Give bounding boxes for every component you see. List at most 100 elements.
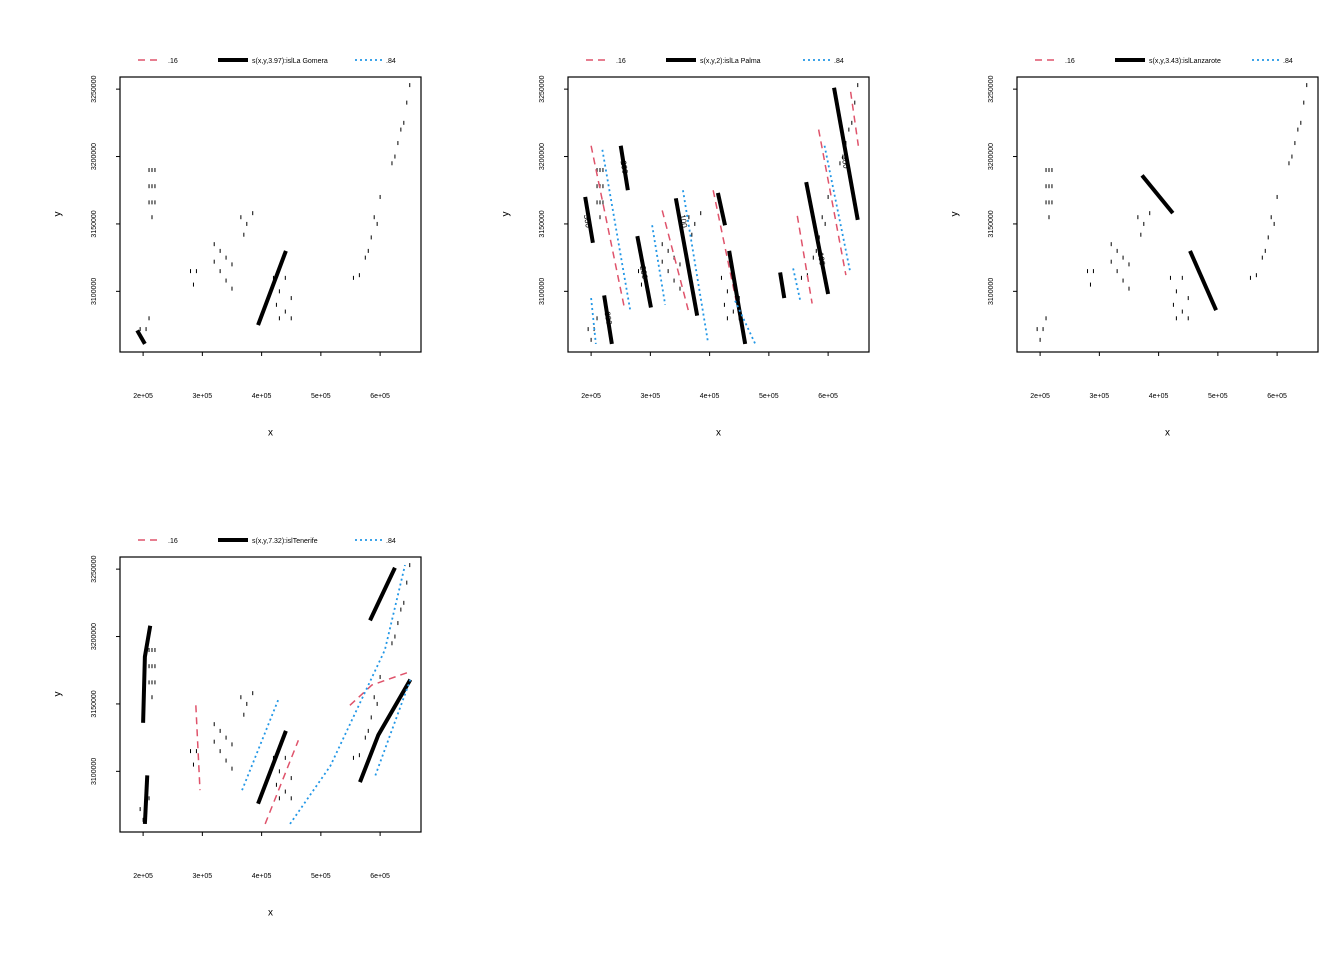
data-point xyxy=(851,120,853,125)
data-point xyxy=(1267,235,1269,240)
contour-line xyxy=(727,250,748,345)
data-point xyxy=(397,141,399,146)
data-point xyxy=(219,269,221,274)
data-point xyxy=(151,664,153,669)
plot-box xyxy=(119,76,422,353)
data-point xyxy=(190,749,192,754)
data-point xyxy=(827,194,829,199)
data-point xyxy=(195,269,197,274)
data-point xyxy=(409,83,411,88)
y-axis-label: y xyxy=(501,212,512,217)
data-point xyxy=(231,262,233,267)
data-point xyxy=(1048,184,1050,189)
data-point xyxy=(370,715,372,720)
contour-line xyxy=(1188,250,1218,312)
data-point xyxy=(1092,269,1094,274)
y-tick-label: 3150000 xyxy=(91,210,98,237)
y-axis-label: y xyxy=(950,212,961,217)
data-point xyxy=(148,316,150,321)
data-point xyxy=(1187,296,1189,301)
data-point xyxy=(1169,275,1171,280)
contour-line xyxy=(289,564,406,825)
data-point xyxy=(219,248,221,253)
data-point xyxy=(219,728,221,733)
data-point xyxy=(243,232,245,237)
data-point xyxy=(667,269,669,274)
contour-line xyxy=(673,197,700,316)
data-point xyxy=(854,100,856,105)
data-point xyxy=(192,762,194,767)
data-point xyxy=(151,184,153,189)
data-point xyxy=(409,563,411,568)
y-tick-label: 3100000 xyxy=(91,278,98,305)
data-point xyxy=(1045,316,1047,321)
y-tick-label: 3250000 xyxy=(91,555,98,582)
data-point xyxy=(1128,286,1130,291)
data-point xyxy=(151,200,153,205)
data-point xyxy=(373,695,375,700)
data-point xyxy=(1036,327,1038,332)
data-point xyxy=(694,221,696,226)
data-point xyxy=(596,200,598,205)
data-point xyxy=(1261,255,1263,260)
contour-line xyxy=(374,679,412,776)
data-point xyxy=(1143,221,1145,226)
x-tick-label: 3e+05 xyxy=(193,873,213,880)
data-point xyxy=(1264,248,1266,253)
data-point xyxy=(290,296,292,301)
contour-line xyxy=(195,705,201,791)
data-point xyxy=(1042,327,1044,332)
data-point xyxy=(213,259,215,264)
data-point xyxy=(379,194,381,199)
contour-line xyxy=(141,625,153,723)
data-point xyxy=(679,286,681,291)
data-point xyxy=(1297,127,1299,132)
data-point xyxy=(1249,275,1251,280)
contour-line xyxy=(712,190,746,345)
data-point xyxy=(1172,302,1174,307)
x-tick-label: 6e+05 xyxy=(370,393,390,400)
contour-line xyxy=(1140,174,1175,215)
data-point xyxy=(403,120,405,125)
y-tick-label: 3250000 xyxy=(91,75,98,102)
data-point xyxy=(151,168,153,173)
x-tick-label: 2e+05 xyxy=(1030,393,1050,400)
contour-line xyxy=(241,699,280,791)
data-point xyxy=(815,248,817,253)
data-point xyxy=(1276,194,1278,199)
data-point xyxy=(252,691,254,696)
data-point xyxy=(596,316,598,321)
data-point xyxy=(1291,154,1293,159)
data-point xyxy=(824,221,826,226)
data-point xyxy=(219,749,221,754)
contour-label: 100 xyxy=(816,252,827,267)
y-tick-label: 3100000 xyxy=(91,758,98,785)
data-point xyxy=(602,200,604,205)
y-axis-label: y xyxy=(53,212,64,217)
data-point xyxy=(1051,200,1053,205)
data-point xyxy=(667,248,669,253)
data-point xyxy=(602,168,604,173)
contour-line xyxy=(823,145,851,272)
data-point xyxy=(1255,273,1257,278)
contour-label: 100 xyxy=(678,214,689,229)
data-point xyxy=(275,782,277,787)
data-point xyxy=(376,221,378,226)
y-tick-label: 3150000 xyxy=(539,210,546,237)
data-point xyxy=(688,215,690,220)
data-point xyxy=(1303,100,1305,105)
data-point xyxy=(1273,221,1275,226)
data-point xyxy=(246,221,248,226)
contour-line xyxy=(792,268,802,301)
data-point xyxy=(151,680,153,685)
data-point xyxy=(364,735,366,740)
y-tick-label: 3200000 xyxy=(91,623,98,650)
data-point xyxy=(284,275,286,280)
data-point xyxy=(1051,184,1053,189)
data-point xyxy=(1181,309,1183,314)
data-point xyxy=(367,248,369,253)
data-point xyxy=(290,316,292,321)
legend-label: s(x,y,2):islLa Palma xyxy=(700,58,761,65)
data-point xyxy=(154,200,156,205)
